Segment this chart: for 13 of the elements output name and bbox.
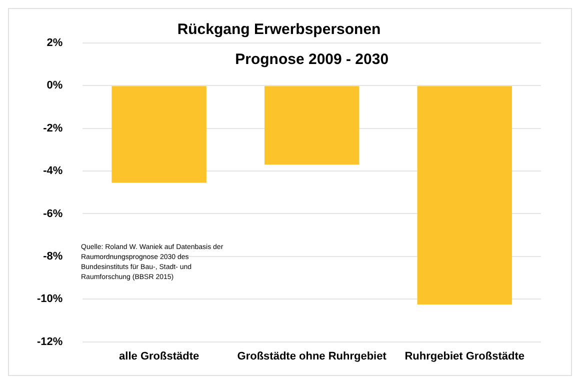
x-tick-label: Großstädte ohne Ruhrgebiet	[237, 350, 387, 362]
text: Prognose 2009 - 2030	[235, 51, 389, 68]
y-tick-label: 0%	[46, 80, 63, 92]
y-tick-label: 2%	[46, 37, 63, 50]
y-tick-label: -8%	[43, 250, 63, 262]
y-tick-label: -2%	[43, 122, 63, 134]
y-tick-label: -6%	[43, 208, 63, 220]
chart-title: Rückgang Erwerbspersonen	[177, 21, 381, 38]
x-tick-label: Ruhrgebiet Großstädte	[404, 350, 525, 362]
y-tick-label: -4%	[43, 165, 63, 178]
x-tick-label: alle Großstädte	[119, 350, 200, 362]
y-tick-label: -10%	[36, 293, 63, 306]
y-tick-label: -12%	[36, 336, 63, 348]
